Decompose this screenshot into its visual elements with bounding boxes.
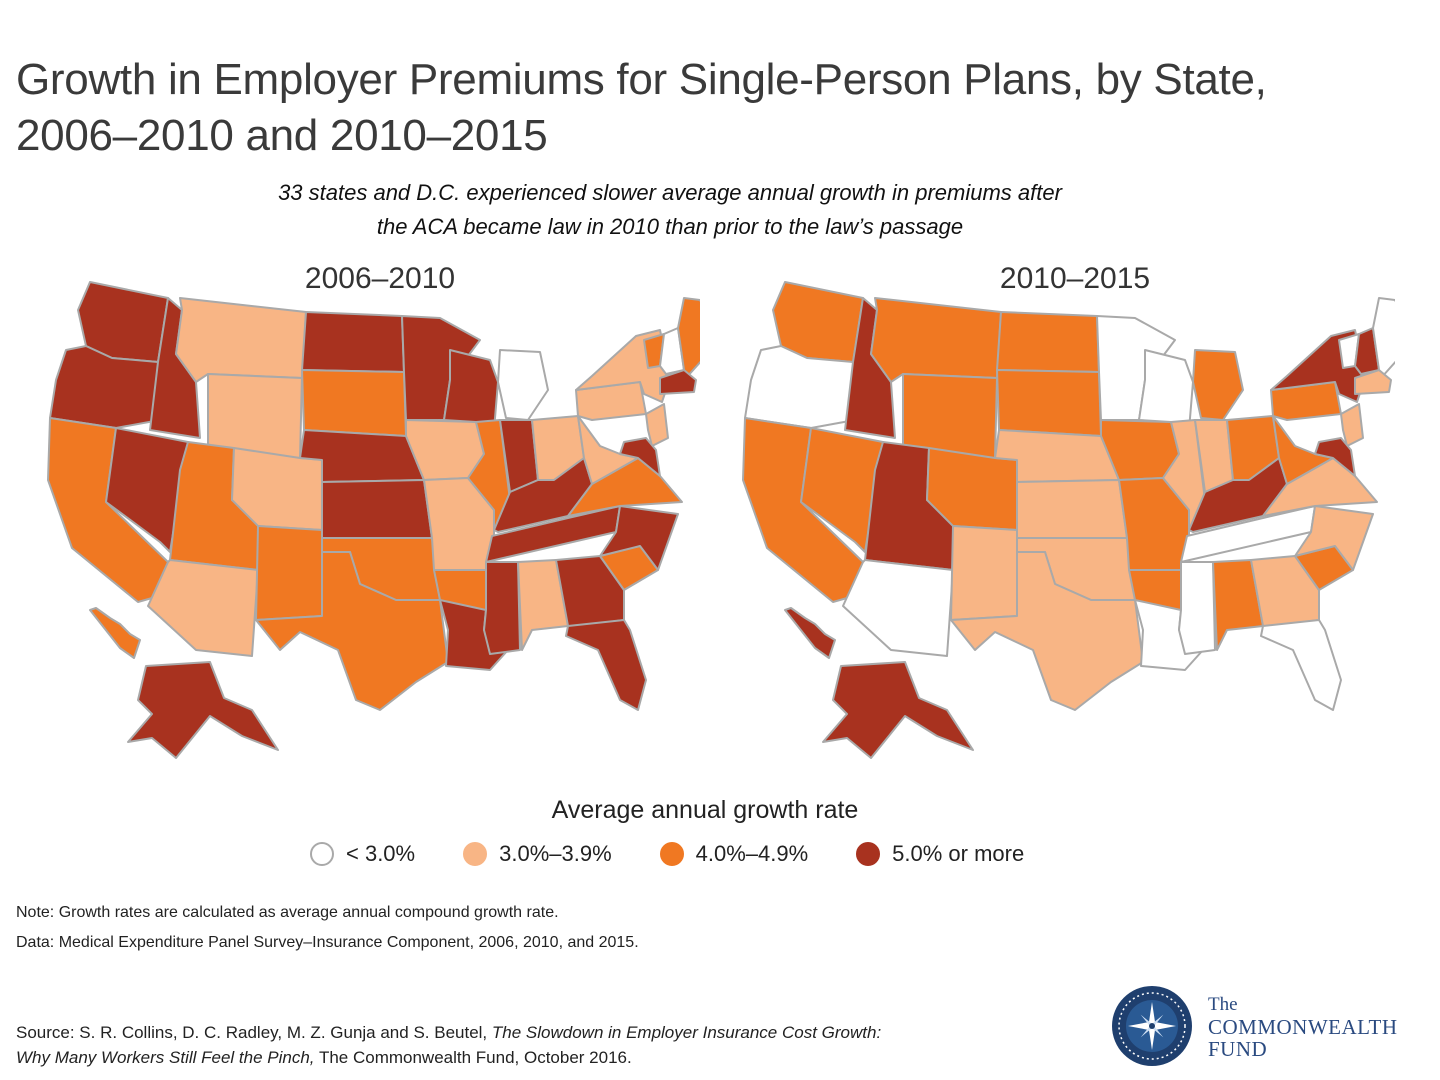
state-nd [301, 311, 405, 373]
legend-title: Average annual growth rate [551, 796, 859, 824]
state-wy [207, 373, 303, 459]
map-title-2010-2015: 2010–2015 [999, 262, 1151, 295]
state-al [1212, 559, 1264, 651]
title-line-1: Growth in Employer Premiums for Single-P… [16, 55, 1267, 104]
legend: < 3.0% 3.0%–3.9% 4.0%–4.9% 5.0% or more [310, 836, 1072, 872]
state-mi [497, 349, 549, 421]
state-nv [800, 427, 884, 553]
note-text: Note: Growth rates are calculated as ave… [16, 904, 559, 921]
state-nj [645, 403, 669, 447]
state-nj [1340, 403, 1364, 447]
logo-text: The COMMONWEALTH FUND [1208, 994, 1398, 1060]
legend-item-3-to-3-9: 3.0%–3.9% [463, 841, 612, 867]
compass-seal-icon [1112, 986, 1192, 1066]
state-mt [175, 297, 307, 383]
state-nm [950, 525, 1018, 621]
state-fl [565, 619, 647, 711]
state-md [1314, 437, 1356, 477]
state-hi [784, 607, 836, 659]
state-ma [1354, 369, 1392, 395]
state-sd [301, 369, 407, 437]
us-map-2010-2015 [742, 281, 1395, 759]
legend-swatch-4-to-4-9 [659, 842, 684, 866]
legend-swatch-below-3 [310, 842, 334, 866]
state-nm [255, 525, 323, 621]
map-title-2006-2010: 2006–2010 [304, 262, 456, 295]
state-ak [127, 661, 279, 759]
logo-the: The [1208, 994, 1238, 1015]
legend-label-below-3: < 3.0% [346, 841, 416, 866]
source-report-title: The Slowdown in Employer Insurance Cost … [16, 1023, 882, 1067]
logo-fund: FUND [1208, 1037, 1268, 1061]
subtitle-line-2: the ACA became law in 2010 than prior to… [376, 214, 964, 239]
logo-commonwealth: COMMONWEALTH [1208, 1015, 1398, 1039]
state-fl [1260, 619, 1342, 711]
legend-label-3-to-3-9: 3.0%–3.9% [499, 841, 612, 866]
state-nv [105, 427, 189, 553]
state-ms [1178, 561, 1216, 655]
legend-label-5-or-more: 5.0% or more [892, 841, 1025, 866]
subtitle-line-1: 33 states and D.C. experienced slower av… [278, 180, 1062, 205]
state-az [842, 559, 954, 657]
state-sd [996, 369, 1102, 437]
state-ak [822, 661, 974, 759]
state-wi [443, 349, 499, 431]
us-map-2006-2010 [47, 281, 700, 759]
state-tx [950, 551, 1144, 711]
source-suffix: The Commonwealth Fund, October 2016. [314, 1048, 632, 1067]
state-ms [483, 561, 521, 655]
title-line-2: 2006–2010 and 2010–2015 [16, 111, 548, 160]
chart-title: Growth in Employer Premiums for Single-P… [16, 52, 1416, 164]
state-wy [902, 373, 998, 459]
legend-swatch-5-or-more [856, 842, 881, 866]
legend-item-4-to-4-9: 4.0%–4.9% [659, 841, 809, 867]
legend-swatch-3-to-3-9 [463, 842, 488, 866]
state-tx [255, 551, 449, 711]
state-az [147, 559, 259, 657]
state-ma [659, 369, 697, 395]
state-mi [1192, 349, 1244, 421]
source-citation: Source: S. R. Collins, D. C. Radley, M. … [16, 1020, 916, 1070]
state-nd [996, 311, 1100, 373]
legend-label-4-to-4-9: 4.0%–4.9% [695, 841, 809, 866]
state-nc [1294, 505, 1374, 571]
commonwealth-fund-logo: The COMMONWEALTH FUND [1110, 986, 1420, 1068]
legend-item-below-3: < 3.0% [310, 841, 415, 867]
state-ks [1016, 479, 1128, 539]
state-nc [599, 505, 679, 571]
state-ks [321, 479, 433, 539]
chart-subtitle: 33 states and D.C. experienced slower av… [150, 176, 1190, 244]
data-source-text: Data: Medical Expenditure Panel Survey–I… [16, 934, 639, 951]
state-hi [89, 607, 141, 659]
state-wi [1138, 349, 1194, 431]
state-al [517, 559, 569, 651]
state-md [619, 437, 661, 477]
state-mt [870, 297, 1002, 383]
source-prefix: Source: S. R. Collins, D. C. Radley, M. … [16, 1023, 492, 1042]
legend-item-5-or-more: 5.0% or more [856, 841, 1024, 867]
